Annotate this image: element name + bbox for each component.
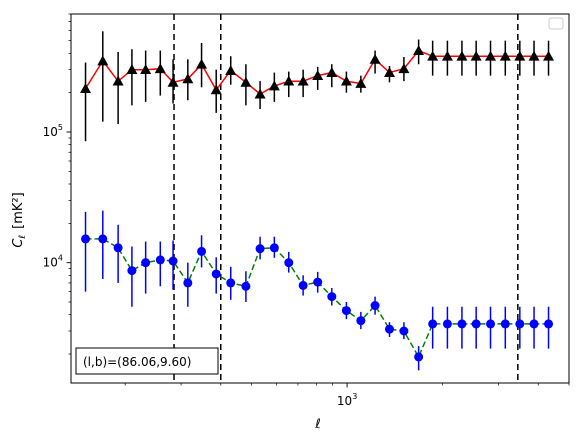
series-1-point <box>485 50 497 61</box>
series-2-point <box>269 243 279 253</box>
series-2-point <box>471 319 481 329</box>
series-1-point <box>140 64 152 75</box>
y-axis-label-symbol: C <box>11 238 26 248</box>
annotation-box <box>75 347 219 375</box>
series-1-point <box>240 76 252 87</box>
legend <box>548 17 564 30</box>
series-2-point <box>341 306 351 316</box>
coordinate-annotation: (l,b)=(86.06,9.60) <box>75 347 219 375</box>
series-2-point <box>442 319 452 329</box>
series-1-point <box>326 67 338 77</box>
axes-frame <box>70 13 570 384</box>
series-1-point <box>312 70 324 81</box>
series-1-point <box>254 88 266 99</box>
y-axis-label-unit: [mK²] <box>11 192 26 229</box>
series-2-point <box>399 326 409 336</box>
series-1-point <box>528 50 540 61</box>
series-2-point <box>241 281 251 291</box>
series-2-point <box>155 255 165 265</box>
series-1-point <box>182 73 194 84</box>
series-1-point <box>413 45 425 55</box>
series-2-point <box>255 244 265 254</box>
series-1-point <box>112 75 124 86</box>
series-2-point <box>183 278 193 288</box>
series-2-point <box>141 258 151 268</box>
series-1-point <box>427 50 439 61</box>
series-2-point <box>384 324 394 334</box>
series-2-point <box>226 278 236 288</box>
y-tick-label: 104 <box>43 254 63 270</box>
series-2-point <box>370 301 380 311</box>
annotation-text: (l,b)=(86.06,9.60) <box>83 355 191 369</box>
series-2-point <box>500 319 510 329</box>
series-1-point <box>470 50 482 61</box>
series-1 <box>80 31 555 142</box>
series-1-point <box>196 58 208 69</box>
series-2-point <box>127 266 137 276</box>
series-1-point <box>441 50 453 61</box>
series-2-point <box>515 319 525 329</box>
x-tick-label: 103 <box>337 392 357 408</box>
series-1-point <box>514 50 526 61</box>
x-axis-label: ℓ <box>314 417 320 432</box>
axis-ticks: 103 104 105 <box>43 13 570 408</box>
series-1-point <box>369 53 381 64</box>
y-axis-label: Cℓ [mK²] <box>11 192 28 247</box>
series-1-point <box>80 83 92 93</box>
series-1-point <box>154 63 166 74</box>
y-tick-label: 105 <box>43 123 63 139</box>
series-2-point <box>457 319 467 329</box>
series-2-point <box>98 234 108 244</box>
series-1-point <box>383 67 395 77</box>
series-1-point <box>297 75 309 86</box>
series-2-point <box>113 243 123 253</box>
series-2-point <box>327 292 337 302</box>
series-1-point <box>97 55 109 66</box>
series-1-point <box>340 75 352 86</box>
plot-area <box>80 14 555 383</box>
series-2-point <box>211 269 221 279</box>
series-2-point <box>197 246 207 256</box>
series-1-point <box>167 76 179 87</box>
series-1-point <box>268 80 280 91</box>
series-2-point <box>414 352 424 362</box>
series-2-point <box>486 319 496 329</box>
series-1-point <box>126 64 138 75</box>
series-2-point <box>428 319 438 329</box>
series-2-point <box>81 234 91 244</box>
y-axis-label-subscript: ℓ <box>18 235 28 240</box>
series-1-point <box>456 50 468 61</box>
series-1-point <box>283 75 295 86</box>
series-2-point <box>168 256 178 266</box>
series-1-point <box>499 50 511 61</box>
series-2-point <box>356 316 366 326</box>
series-1-point <box>543 50 555 61</box>
series-2 <box>81 210 554 371</box>
series-1-point <box>210 84 222 95</box>
series-2-point <box>544 319 554 329</box>
series-2-point <box>298 280 308 290</box>
series-1-point <box>398 63 410 74</box>
series-1-point <box>225 65 237 76</box>
legend-frame <box>548 17 564 30</box>
series-2-point <box>313 277 323 287</box>
series-1-point <box>355 78 367 88</box>
series-2-point <box>529 319 539 329</box>
series-2-point <box>284 258 294 268</box>
